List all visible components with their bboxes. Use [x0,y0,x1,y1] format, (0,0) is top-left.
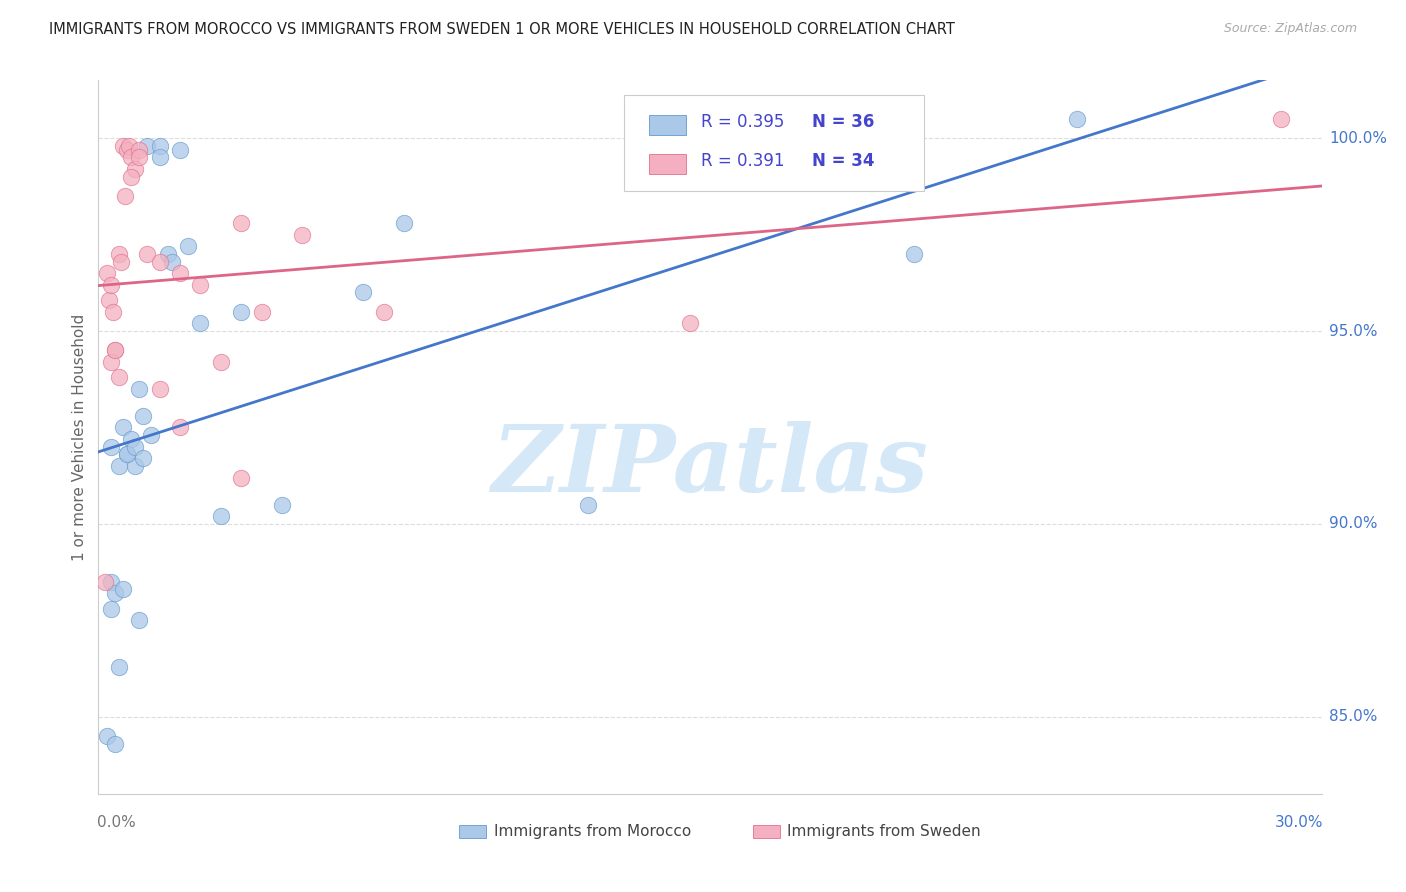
Point [132,409,155,423]
Text: 95.0%: 95.0% [1329,324,1378,338]
Point [1270,112,1292,126]
Text: N = 34: N = 34 [811,152,875,169]
Point [96,729,118,743]
Point [114,189,136,203]
Point [136,247,159,261]
Point [250,304,273,318]
Point [96,266,118,280]
Point [104,737,127,751]
Point [111,582,134,597]
Point [149,382,172,396]
Point [141,428,163,442]
Point [136,139,159,153]
Point [110,254,132,268]
Point [188,277,212,292]
Point [156,247,179,261]
Point [104,343,127,358]
Point [104,586,127,600]
Text: Immigrants from Sweden: Immigrants from Sweden [787,824,981,839]
Point [149,139,172,153]
Text: 0.0%: 0.0% [97,815,136,830]
Point [124,458,146,473]
Text: IMMIGRANTS FROM MOROCCO VS IMMIGRANTS FROM SWEDEN 1 OR MORE VEHICLES IN HOUSEHOL: IMMIGRANTS FROM MOROCCO VS IMMIGRANTS FR… [49,22,955,37]
Text: ZIPatlas: ZIPatlas [492,421,928,510]
Point [115,143,138,157]
Point [169,143,191,157]
Point [160,254,183,268]
FancyBboxPatch shape [460,825,486,838]
Point [231,216,253,230]
Point [1066,112,1088,126]
FancyBboxPatch shape [648,115,686,135]
Text: N = 36: N = 36 [811,112,875,130]
Text: 30.0%: 30.0% [1274,815,1323,830]
Text: R = 0.395: R = 0.395 [702,112,785,130]
Point [100,601,122,615]
Point [120,432,142,446]
Text: 100.0%: 100.0% [1329,130,1386,145]
FancyBboxPatch shape [624,95,924,191]
Point [120,150,142,164]
Point [231,304,253,318]
Text: 90.0%: 90.0% [1329,516,1378,532]
Y-axis label: 1 or more Vehicles in Household: 1 or more Vehicles in Household [72,313,87,561]
Point [177,239,200,253]
Point [679,316,702,330]
Point [188,316,212,330]
Point [169,420,191,434]
Point [576,498,599,512]
Text: R = 0.391: R = 0.391 [702,152,785,169]
Point [115,447,138,461]
Point [101,304,124,318]
Point [97,293,120,307]
Point [100,440,122,454]
Point [120,169,142,184]
Point [352,285,374,300]
Point [128,143,150,157]
Point [132,451,155,466]
Point [108,370,131,384]
FancyBboxPatch shape [648,154,686,174]
Point [108,659,131,673]
Point [124,161,146,176]
Point [903,247,925,261]
Point [93,574,115,589]
Point [108,458,131,473]
Point [392,216,416,230]
Point [111,139,134,153]
Point [111,420,134,434]
Point [100,277,122,292]
Point [149,150,172,164]
Point [209,509,232,524]
Text: Immigrants from Morocco: Immigrants from Morocco [494,824,690,839]
Point [128,382,150,396]
Point [270,498,294,512]
Point [169,266,191,280]
Point [100,355,122,369]
Point [209,355,232,369]
Point [373,304,395,318]
Point [128,613,150,627]
FancyBboxPatch shape [752,825,780,838]
Text: 85.0%: 85.0% [1329,709,1378,724]
Point [108,247,131,261]
Point [124,440,146,454]
Text: Source: ZipAtlas.com: Source: ZipAtlas.com [1223,22,1357,36]
Point [128,150,150,164]
Point [291,227,314,242]
Point [149,254,172,268]
Point [118,139,141,153]
Point [104,343,127,358]
Point [231,470,253,484]
Point [100,574,122,589]
Point [115,447,138,461]
